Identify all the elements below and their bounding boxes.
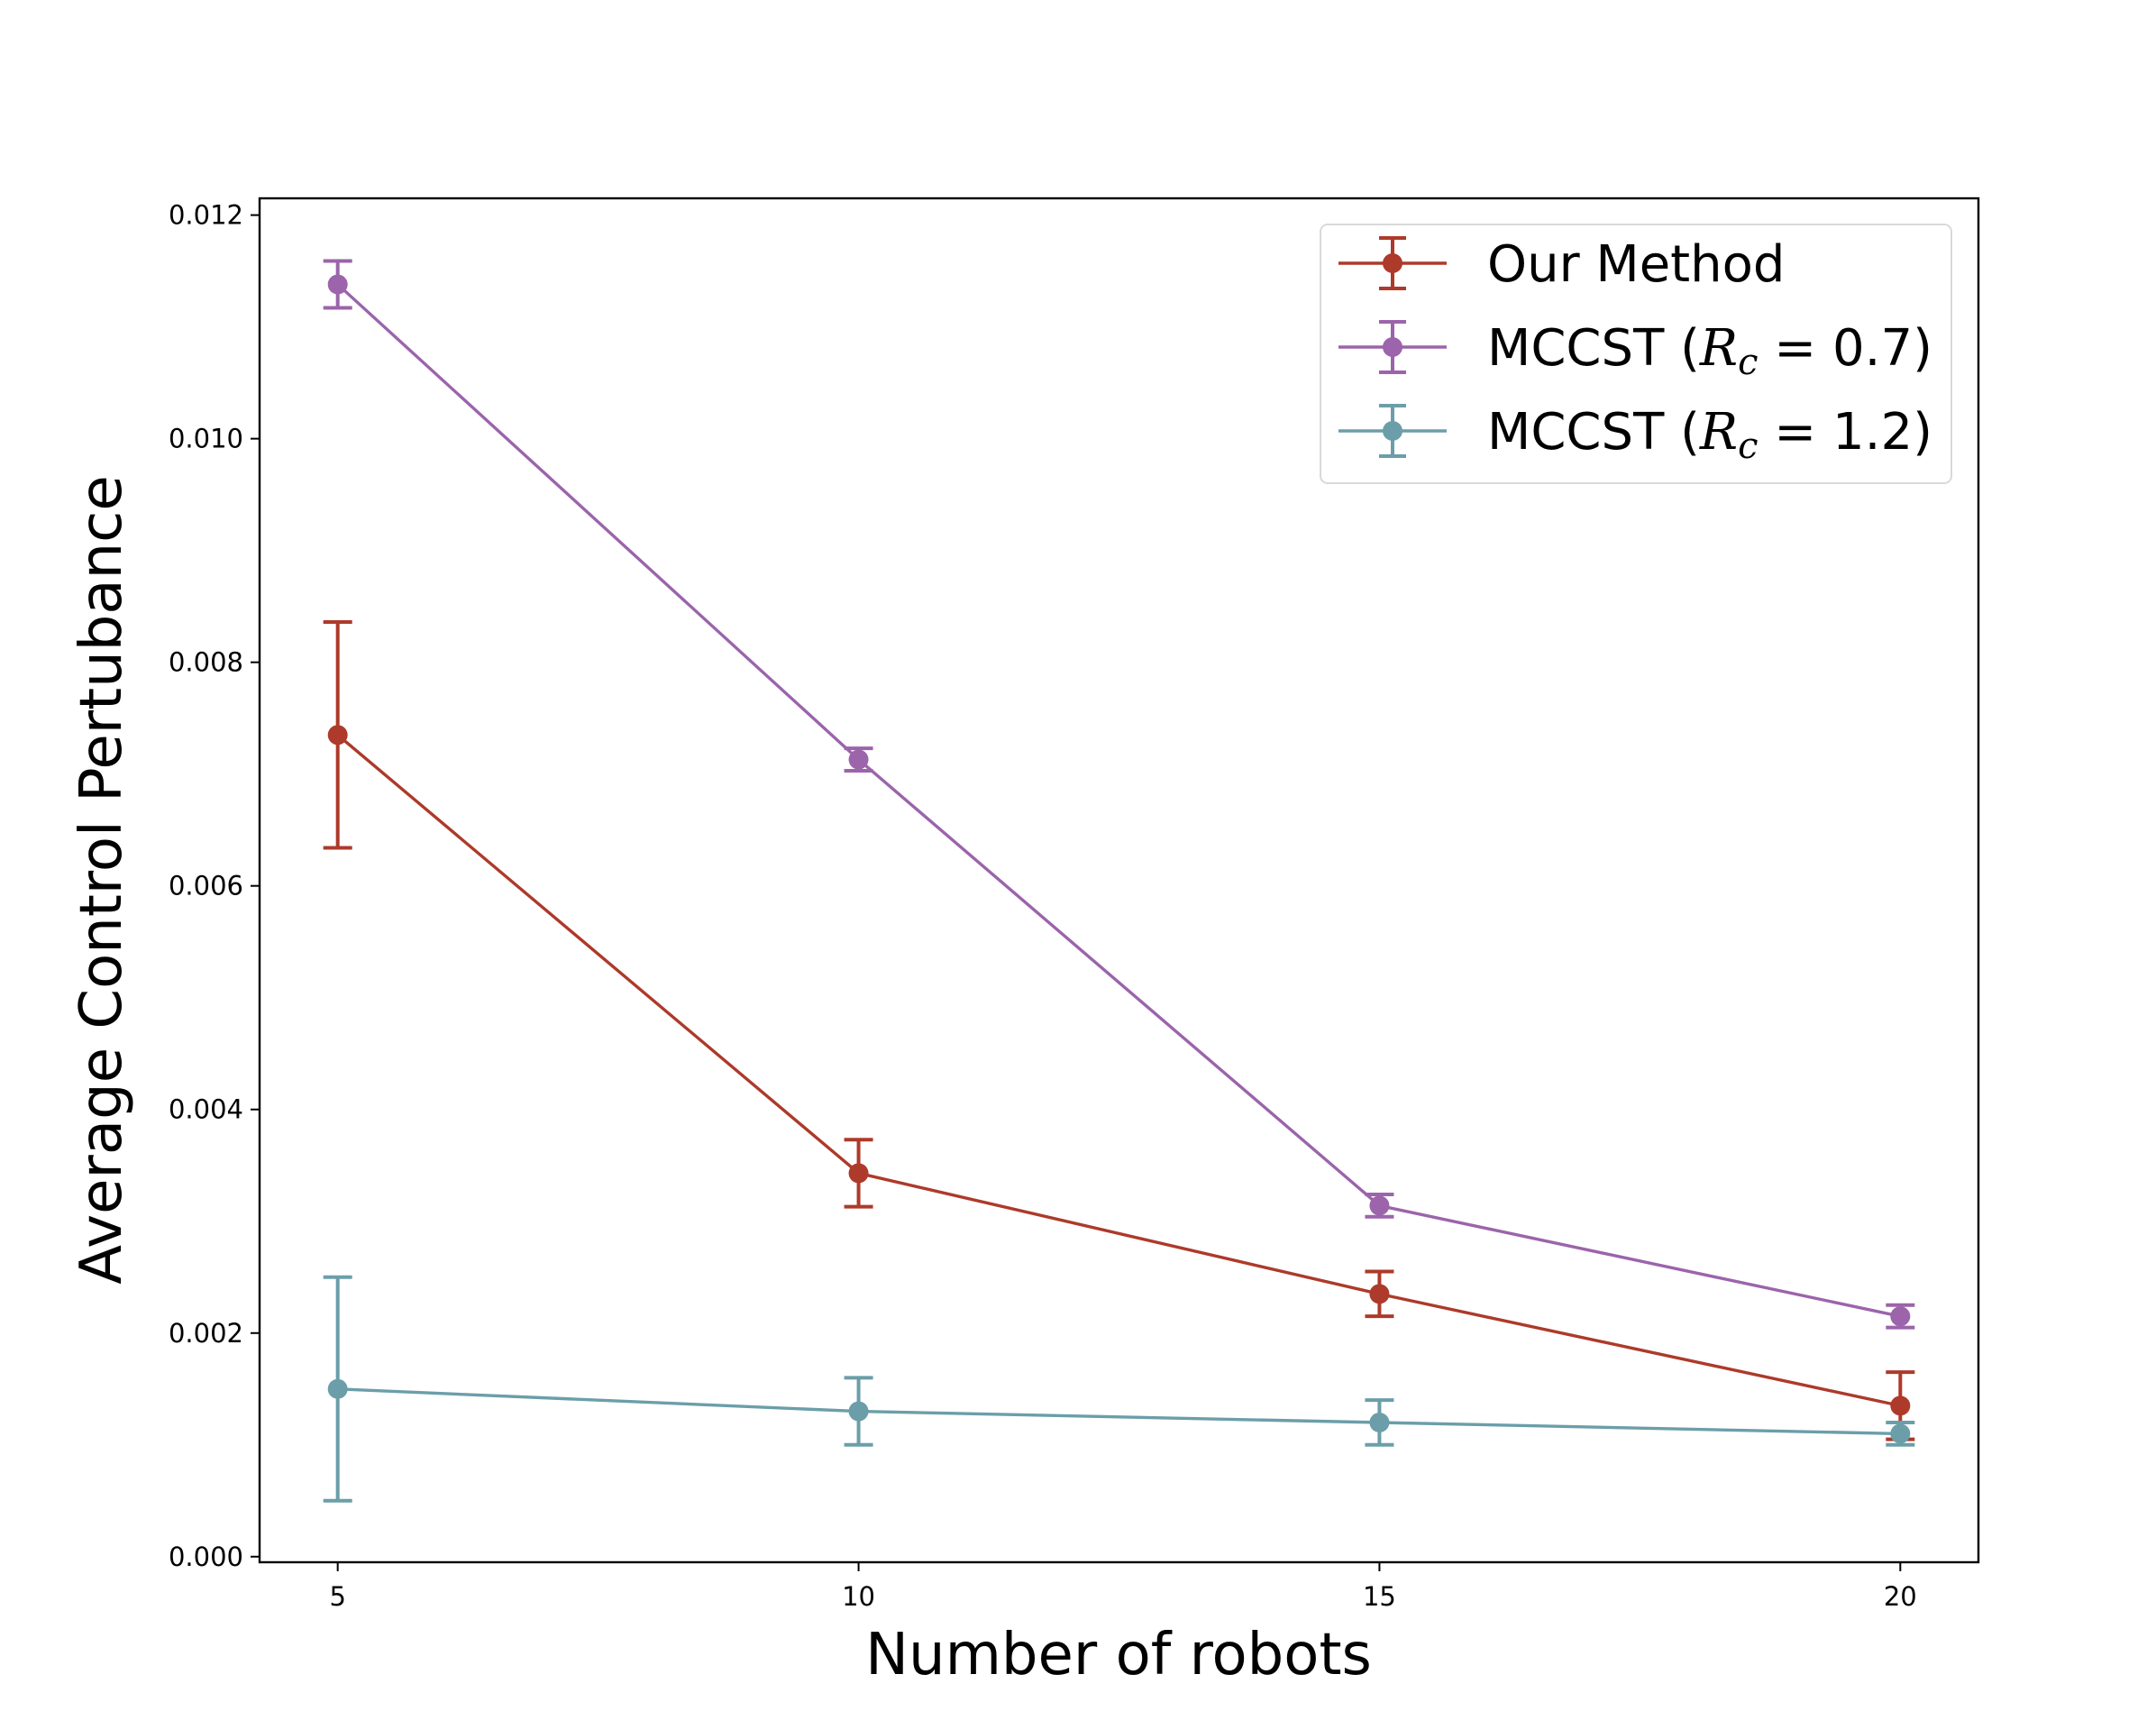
data-point xyxy=(327,274,348,295)
data-point xyxy=(1369,1284,1390,1304)
series-line xyxy=(336,283,1901,1318)
data-point xyxy=(1890,1423,1911,1444)
legend-marker xyxy=(1383,337,1402,357)
legend-entry: MCCST (Rc = 0.7) xyxy=(1338,319,1932,383)
data-point xyxy=(1890,1395,1911,1416)
y-tick-label: 0.006 xyxy=(169,871,243,901)
data-point xyxy=(848,749,869,770)
x-tick-label: 10 xyxy=(842,1581,875,1612)
data-point xyxy=(1369,1412,1390,1432)
data-point xyxy=(327,725,348,746)
series-1 xyxy=(323,620,1915,1441)
legend-label: Our Method xyxy=(1487,235,1785,294)
series-layer xyxy=(323,259,1915,1503)
y-tick-label: 0.012 xyxy=(169,200,243,231)
y-tick-label: 0.010 xyxy=(169,424,243,454)
legend-entry: MCCST (Rc = 1.2) xyxy=(1338,403,1932,467)
series-line xyxy=(336,733,1901,1408)
legend-entry: Our Method xyxy=(1338,235,1785,294)
y-tick-label: 0.008 xyxy=(169,647,243,678)
y-axis-title: Average Control Pertubance xyxy=(69,475,135,1284)
x-axis-title: Number of robots xyxy=(865,1622,1372,1688)
legend-label: MCCST (Rc = 0.7) xyxy=(1487,319,1932,383)
data-point xyxy=(1890,1306,1911,1327)
y-tick-label: 0.002 xyxy=(169,1318,243,1349)
series-2 xyxy=(323,259,1915,1330)
y-tick-label: 0.000 xyxy=(169,1542,243,1572)
x-tick-label: 20 xyxy=(1884,1581,1917,1612)
series-line xyxy=(337,1387,1901,1436)
y-tick-label: 0.004 xyxy=(169,1094,243,1125)
data-point xyxy=(327,1378,348,1399)
plot-frame xyxy=(258,197,1980,1564)
data-point xyxy=(848,1163,869,1184)
legend-marker xyxy=(1383,253,1402,273)
legend-marker xyxy=(1383,421,1402,441)
series-3 xyxy=(323,1275,1915,1503)
x-tick-label: 5 xyxy=(329,1581,345,1612)
legend-label: MCCST (Rc = 1.2) xyxy=(1487,403,1932,467)
data-point xyxy=(1369,1195,1390,1216)
y-axis-ticks: 0.000 0.002 0.004 0.006 0.008 0.010 0.012 xyxy=(169,200,260,1572)
legend-box xyxy=(1320,224,1952,484)
data-point xyxy=(848,1401,869,1422)
x-tick-label: 15 xyxy=(1363,1581,1396,1612)
legend: Our Method MCCST (Rc = 0.7) MCCST (Rc = 1.… xyxy=(1320,224,1952,484)
x-axis-ticks: 5 10 15 20 xyxy=(329,1562,1917,1612)
